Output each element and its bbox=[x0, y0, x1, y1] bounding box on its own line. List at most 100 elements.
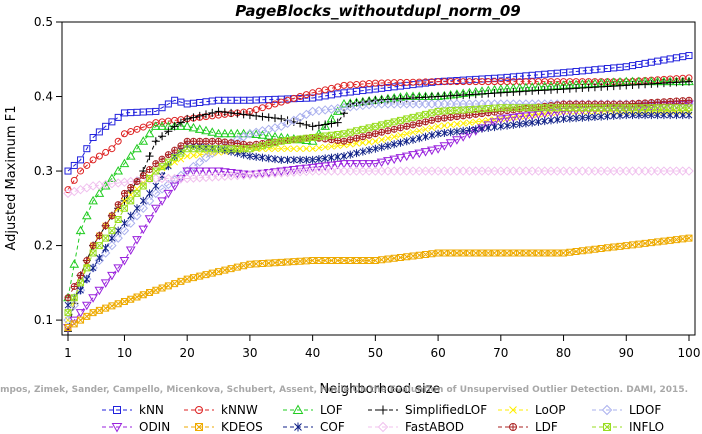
legend-label: LOF bbox=[320, 403, 343, 417]
data-point bbox=[94, 286, 105, 296]
data-point bbox=[679, 97, 687, 105]
data-point bbox=[484, 123, 492, 132]
data-point bbox=[127, 295, 135, 303]
data-point bbox=[327, 119, 336, 128]
data-point bbox=[560, 249, 568, 257]
data-point bbox=[516, 120, 523, 129]
data-point bbox=[119, 256, 130, 266]
legend-label: LoOP bbox=[535, 403, 566, 417]
x-tick-label: 80 bbox=[556, 346, 571, 360]
data-point bbox=[164, 158, 172, 166]
data-point bbox=[125, 151, 136, 160]
data-point bbox=[420, 99, 431, 109]
data-point bbox=[478, 124, 486, 133]
data-point bbox=[296, 145, 304, 153]
data-point bbox=[133, 293, 141, 301]
data-point bbox=[190, 152, 197, 159]
data-point bbox=[378, 405, 388, 415]
x-tick-label: 70 bbox=[493, 346, 508, 360]
data-point bbox=[259, 153, 266, 162]
data-point bbox=[458, 166, 468, 176]
data-point bbox=[284, 136, 292, 144]
data-point bbox=[132, 211, 142, 221]
data-point bbox=[183, 137, 191, 145]
data-point bbox=[245, 111, 254, 120]
data-point bbox=[351, 160, 362, 169]
data-point bbox=[395, 154, 406, 163]
data-point bbox=[163, 189, 174, 199]
data-point bbox=[510, 120, 517, 129]
data-point bbox=[441, 122, 448, 129]
data-point bbox=[126, 218, 136, 228]
data-point bbox=[508, 166, 519, 176]
data-point bbox=[654, 111, 661, 120]
data-point bbox=[414, 166, 424, 176]
data-point bbox=[207, 167, 218, 177]
legend-label: COF bbox=[320, 420, 345, 434]
legend-item-knnw: kNNW bbox=[184, 403, 258, 417]
data-point bbox=[495, 115, 506, 124]
legend-item-lof: LOF bbox=[283, 403, 343, 417]
data-point bbox=[427, 166, 437, 176]
data-point bbox=[294, 422, 302, 432]
data-point bbox=[303, 155, 310, 164]
data-point bbox=[466, 119, 473, 126]
data-point bbox=[370, 99, 381, 109]
data-point bbox=[265, 154, 273, 163]
data-point bbox=[182, 167, 193, 177]
data-point bbox=[514, 113, 525, 122]
data-point bbox=[384, 127, 392, 135]
data-point bbox=[426, 146, 437, 156]
data-point bbox=[258, 104, 266, 112]
data-point bbox=[296, 135, 304, 143]
data-point bbox=[577, 166, 588, 176]
data-point bbox=[315, 155, 323, 164]
legend-item-kdeos: KDEOS bbox=[184, 420, 263, 434]
data-point bbox=[64, 186, 72, 194]
data-point bbox=[309, 134, 317, 142]
data-point bbox=[215, 268, 223, 276]
data-point bbox=[64, 294, 72, 302]
x-tick-label: 90 bbox=[619, 346, 634, 360]
data-point bbox=[170, 122, 179, 131]
data-point bbox=[309, 89, 317, 97]
data-point bbox=[88, 195, 98, 205]
data-point bbox=[94, 255, 105, 266]
data-point bbox=[151, 188, 161, 199]
data-point bbox=[346, 136, 354, 144]
data-point bbox=[389, 155, 400, 165]
data-point bbox=[340, 137, 348, 145]
data-point bbox=[196, 272, 204, 280]
data-point bbox=[528, 118, 536, 127]
data-point bbox=[64, 309, 72, 317]
data-point bbox=[422, 132, 429, 141]
data-point bbox=[433, 166, 443, 176]
data-point bbox=[597, 245, 605, 253]
data-point bbox=[100, 279, 111, 288]
data-point bbox=[466, 126, 473, 135]
data-point bbox=[113, 166, 124, 175]
data-point bbox=[553, 115, 561, 124]
data-point bbox=[641, 239, 649, 247]
data-point bbox=[127, 128, 135, 136]
data-point bbox=[415, 119, 423, 127]
data-point bbox=[591, 113, 599, 122]
legend-label: KDEOS bbox=[221, 420, 263, 434]
data-point bbox=[177, 142, 185, 150]
data-point bbox=[497, 122, 505, 131]
data-point bbox=[119, 158, 130, 168]
data-point bbox=[334, 152, 342, 161]
data-point bbox=[169, 173, 180, 184]
data-point bbox=[372, 144, 379, 153]
data-point bbox=[315, 133, 323, 141]
data-point bbox=[371, 256, 379, 264]
data-point bbox=[265, 102, 273, 110]
legend-label: LDF bbox=[535, 420, 558, 434]
data-point bbox=[96, 253, 103, 262]
data-point bbox=[665, 166, 675, 176]
data-point bbox=[552, 108, 563, 118]
data-point bbox=[102, 244, 109, 253]
data-point bbox=[591, 245, 599, 253]
data-point bbox=[685, 52, 693, 60]
data-point bbox=[194, 124, 205, 133]
